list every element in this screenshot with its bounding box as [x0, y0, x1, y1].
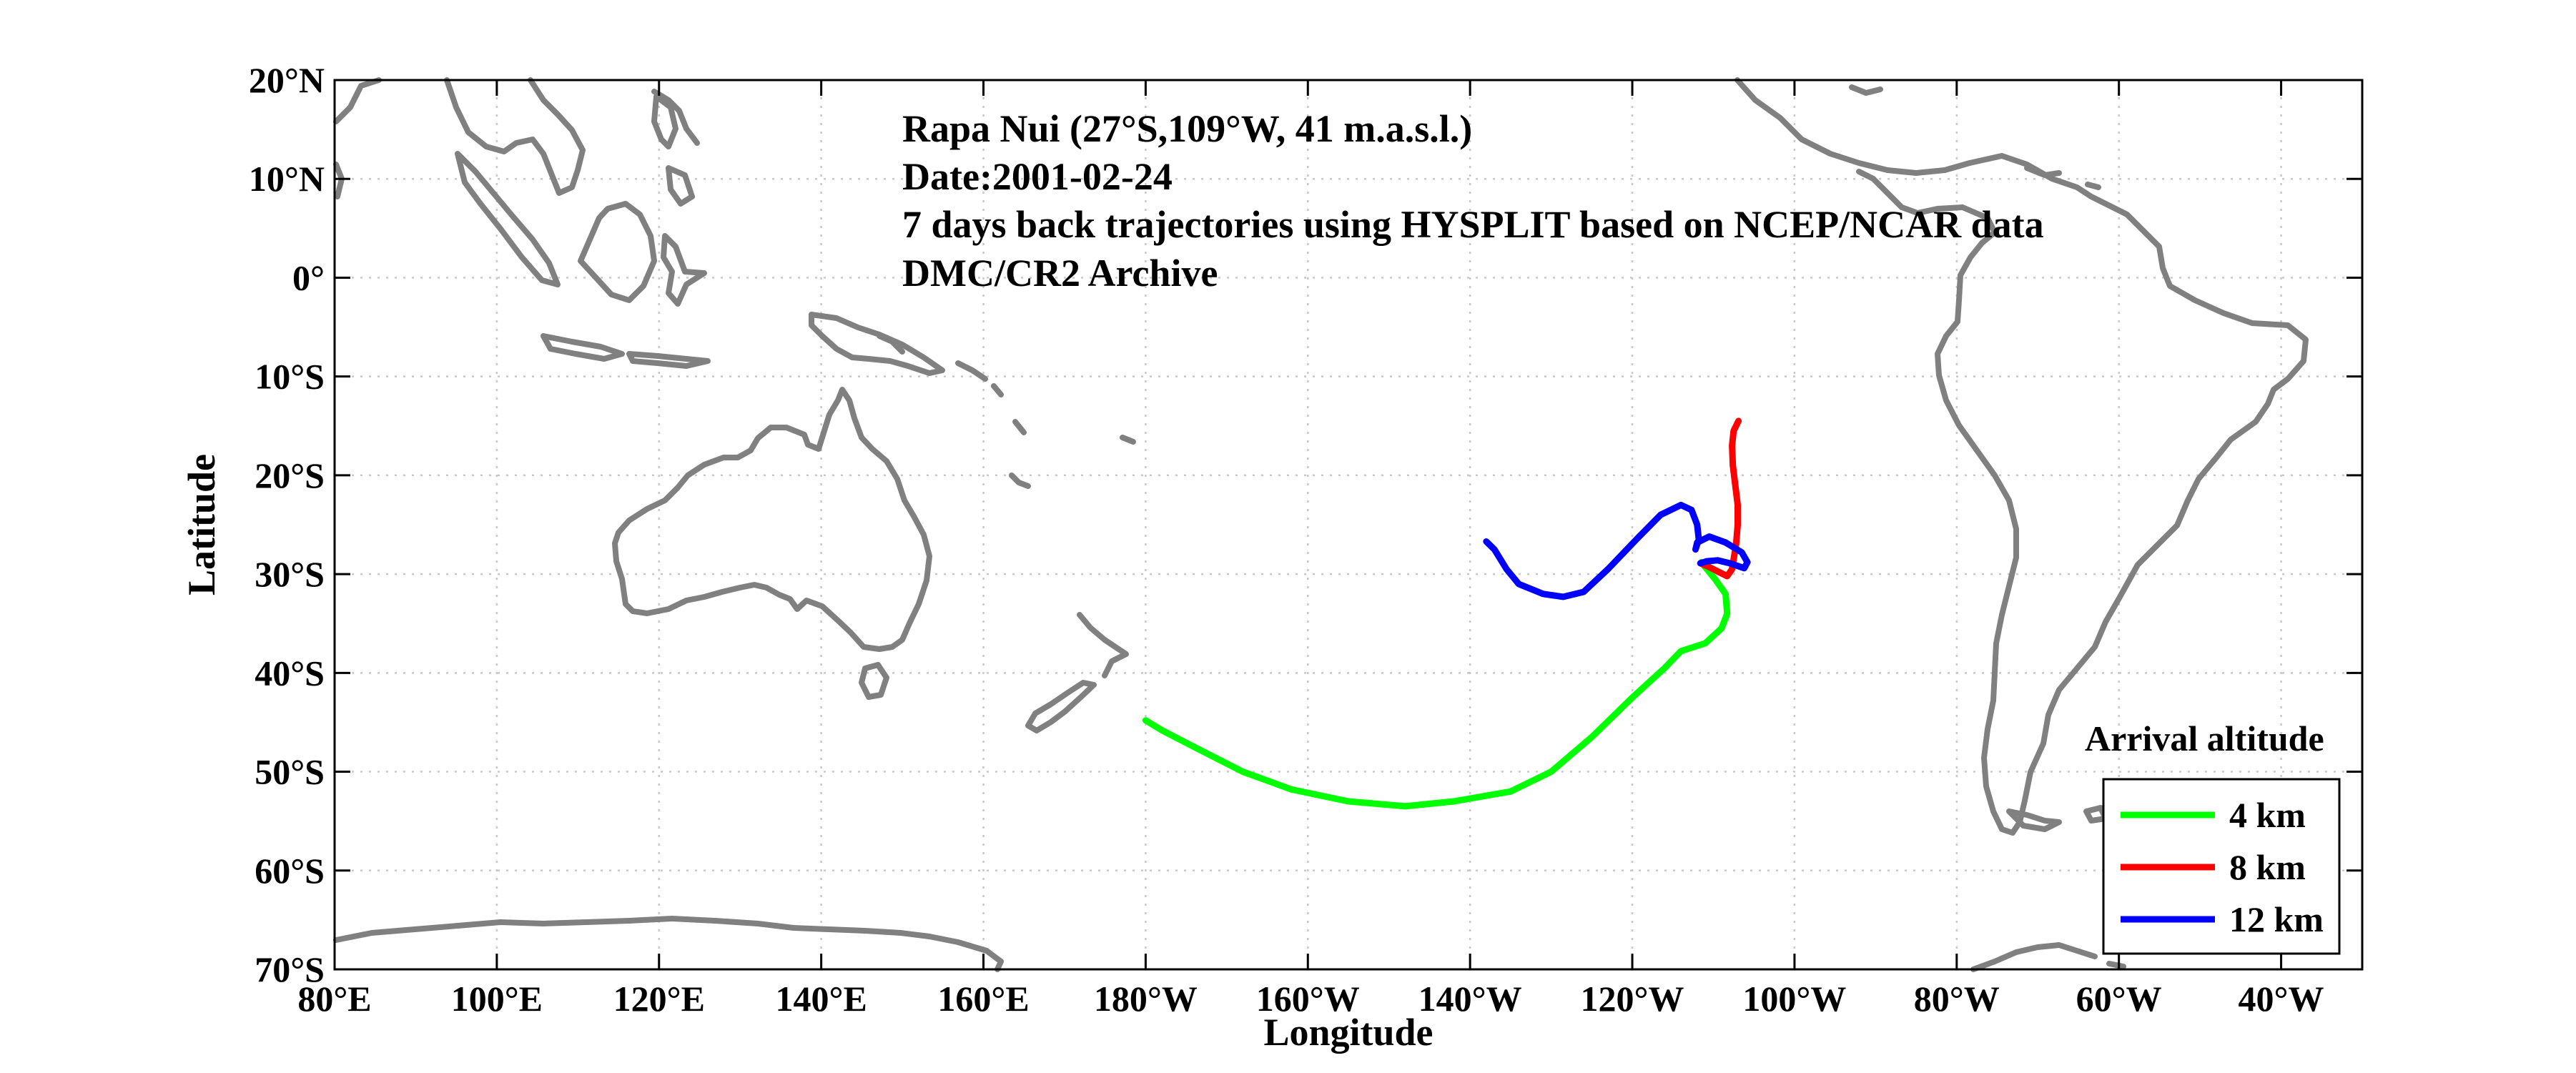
y-axis-title: Latitude — [180, 454, 223, 595]
axis-ticks: 80°E 100°E 120°E 140°E 160°E 180°W 160°W 140°W 1… — [249, 60, 2362, 1019]
x-tick-label: 120°E — [613, 979, 705, 1019]
legend-label: 12 km — [2229, 899, 2324, 939]
x-tick-label: 120°W — [1581, 979, 1684, 1019]
x-tick-label: 100°E — [451, 979, 543, 1019]
annotation-block: Rapa Nui (27°S,109°W, 41 m.a.s.l.) Date:… — [902, 107, 2044, 295]
annotation-method: 7 days back trajectories using HYSPLIT b… — [902, 203, 2044, 246]
y-tick-label: 30°S — [255, 554, 325, 594]
trajectory-12-km — [1483, 501, 1751, 600]
x-tick-label: 100°W — [1742, 979, 1846, 1019]
legend-label: 8 km — [2229, 847, 2306, 887]
y-tick-label: 70°S — [255, 949, 325, 989]
x-axis-title: Longitude — [1263, 1011, 1433, 1054]
x-tick-label: 40°W — [2239, 979, 2324, 1019]
trajectory-8-km — [1697, 417, 1742, 580]
annotation-date: Date:2001-02-24 — [902, 155, 1173, 198]
y-tick-label: 60°S — [255, 851, 325, 891]
x-tick-label: 80°E — [297, 979, 371, 1019]
y-tick-label: 20°N — [249, 60, 325, 100]
trajectory-4-km — [1142, 559, 1731, 810]
x-tick-label: 140°E — [775, 979, 867, 1019]
x-tick-label: 80°W — [1914, 979, 2000, 1019]
legend-label: 4 km — [2229, 795, 2306, 835]
annotation-source: DMC/CR2 Archive — [902, 252, 1218, 295]
annotation-site: Rapa Nui (27°S,109°W, 41 m.a.s.l.) — [902, 107, 1472, 150]
legend-title: Arrival altitude — [2085, 718, 2324, 758]
y-tick-label: 0° — [292, 257, 325, 297]
y-tick-label: 40°S — [255, 653, 325, 693]
plot-frame — [333, 79, 2364, 971]
x-tick-label: 140°W — [1418, 979, 1522, 1019]
y-tick-label: 10°S — [255, 357, 325, 397]
x-tick-label: 160°E — [937, 979, 1029, 1019]
plot-area — [335, 80, 2362, 969]
y-tick-label: 20°S — [255, 455, 325, 495]
y-tick-label: 50°S — [255, 752, 325, 792]
legend: 4 km 8 km 12 km — [2102, 778, 2341, 955]
y-tick-label: 10°N — [249, 159, 325, 199]
coastlines — [333, 77, 2309, 972]
x-tick-label: 180°W — [1094, 979, 1198, 1019]
x-tick-label: 160°W — [1256, 979, 1360, 1019]
x-tick-label: 60°W — [2076, 979, 2162, 1019]
trajectory-series — [1142, 417, 1751, 810]
legend-entries: 4 km 8 km 12 km — [2121, 795, 2324, 939]
